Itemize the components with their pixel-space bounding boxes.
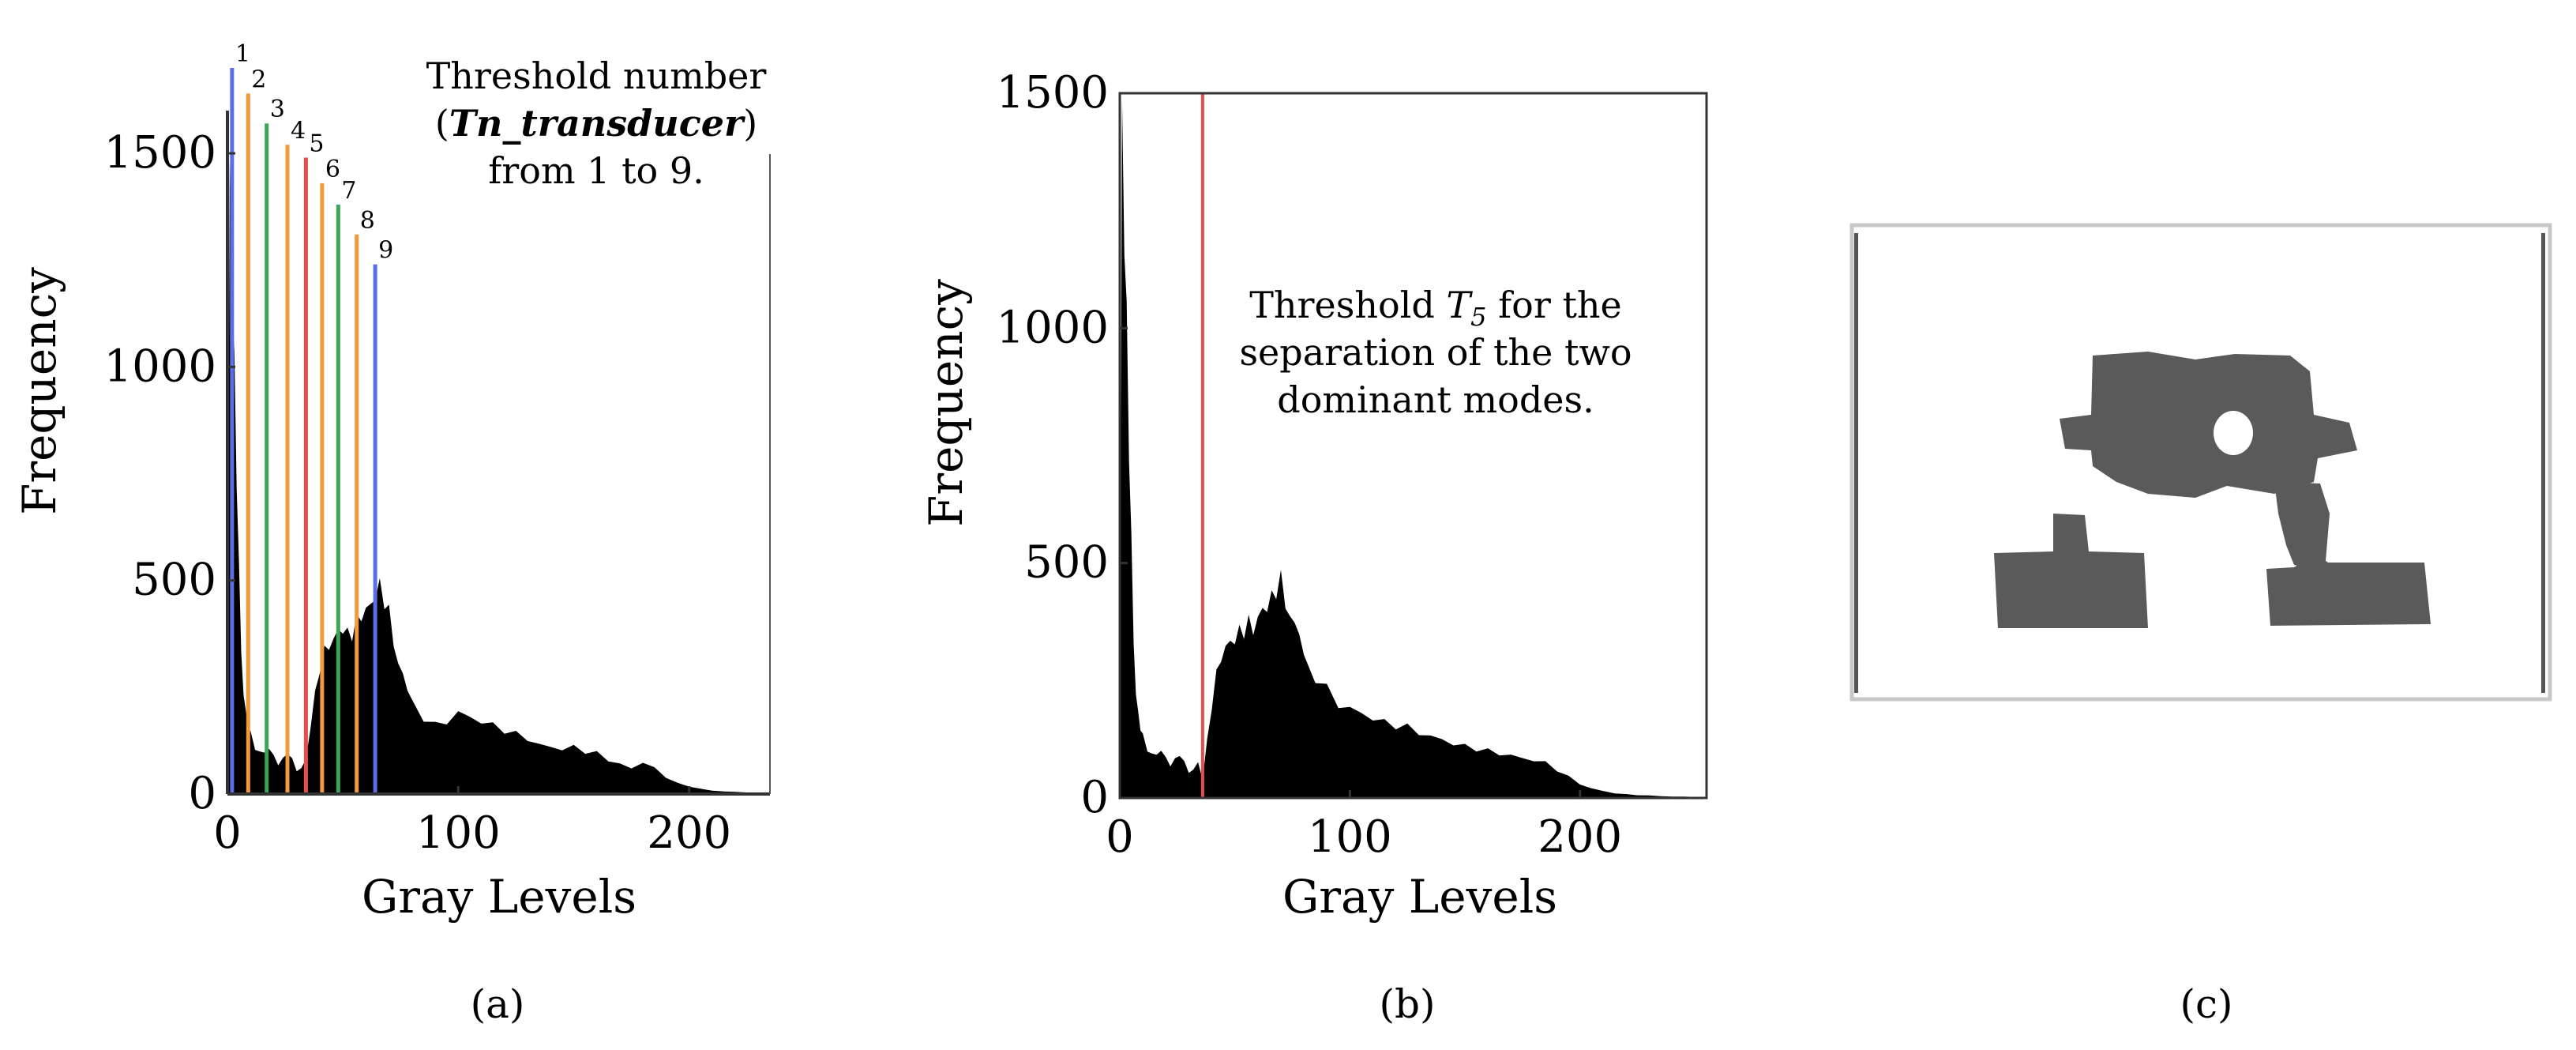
caption-c: (c)	[2180, 981, 2232, 1027]
x-tick-label-a: 200	[647, 807, 731, 859]
annotation-line2-a: (Tn_transducer)	[435, 102, 757, 145]
y-tick-label-b: 0	[1080, 772, 1109, 823]
panel-c-segmentation-image	[1849, 223, 2552, 702]
panel-b-histogram: 0 500 1000 1500 0 100 200 Frequency Gray Level…	[919, 67, 1708, 924]
annotation-line3-a: from 1 to 9.	[488, 149, 704, 192]
x-tick-label-a: 0	[213, 807, 242, 859]
y-tick-label-a: 1000	[103, 341, 216, 392]
top-blob	[2060, 352, 2357, 498]
threshold-label-3: 3	[270, 96, 285, 123]
x-tick-label-b: 100	[1308, 811, 1392, 863]
annotation-paren-close: )	[743, 102, 757, 145]
annotation-line1-b: Threshold T5 for the	[1249, 284, 1622, 332]
caption-b: (b)	[1379, 981, 1435, 1027]
annotation-pre-b: Threshold	[1249, 284, 1446, 326]
threshold-label-5: 5	[309, 130, 324, 157]
threshold-label-7: 7	[341, 177, 356, 205]
x-axis-label-a: Gray Levels	[362, 870, 636, 924]
y-axis-label-b: Frequency	[919, 279, 973, 527]
right-edge-bar	[2541, 233, 2545, 693]
y-tick-label-b: 1500	[996, 67, 1109, 119]
threshold-label-9: 9	[378, 237, 393, 265]
right-foot	[2266, 563, 2431, 626]
plot-frame-b	[1118, 92, 1708, 800]
y-tick-label-a: 500	[132, 555, 216, 606]
tick-group-a: 0 500 1000 1500 0 100 200	[103, 127, 731, 859]
segmentation-frame	[1849, 223, 2552, 702]
hole	[2214, 411, 2253, 455]
annotation-paren-open: (	[435, 102, 449, 145]
annotation-t-b: T	[1446, 284, 1473, 326]
annotation-post-b: for the	[1486, 284, 1621, 326]
x-tick-label-b: 0	[1106, 811, 1134, 863]
y-tick-label-a: 1500	[103, 127, 216, 179]
x-tick-label-a: 100	[416, 807, 501, 859]
left-edge-bar	[1854, 233, 1858, 693]
annotation-line2-b: separation of the two	[1239, 331, 1632, 374]
annotation-emph: Tn_transducer	[449, 102, 746, 145]
x-axis-label-b: Gray Levels	[1282, 870, 1557, 924]
threshold-label-6: 6	[325, 156, 340, 183]
histogram-area-a	[227, 159, 770, 794]
y-axis-label-a: Frequency	[13, 267, 66, 515]
caption-a: (a)	[471, 981, 525, 1027]
left-foot	[1994, 514, 2148, 628]
threshold-label-1: 1	[235, 40, 250, 68]
threshold-label-2: 2	[251, 66, 266, 93]
right-leg	[2274, 482, 2338, 570]
annotation-line1-a: Threshold number	[426, 55, 767, 97]
segmented-region	[1994, 352, 2431, 628]
threshold-label-8: 8	[360, 207, 375, 235]
annotation-line3-b: dominant modes.	[1277, 378, 1594, 421]
threshold-label-4: 4	[291, 117, 306, 145]
y-tick-label-b: 500	[1024, 537, 1109, 589]
tick-group-b: 0 500 1000 1500 0 100 200	[996, 67, 1622, 863]
histogram-area-b	[1120, 99, 1707, 799]
y-tick-label-a: 0	[188, 768, 216, 819]
x-tick-label-b: 200	[1538, 811, 1622, 863]
y-tick-label-b: 1000	[996, 302, 1109, 353]
annotation-sub-b: 5	[1470, 302, 1486, 332]
